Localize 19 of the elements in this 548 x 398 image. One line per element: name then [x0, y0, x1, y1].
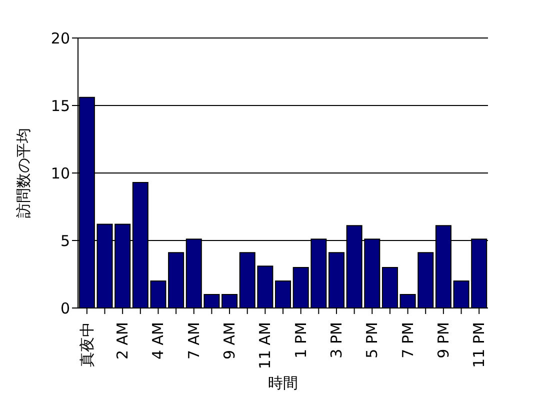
x-tick-label: 9 PM — [434, 322, 452, 358]
y-tick-label: 5 — [60, 232, 70, 250]
x-tick-label: 1 PM — [292, 322, 310, 358]
y-tick-label: 10 — [50, 164, 70, 182]
x-tick-label: 3 PM — [327, 322, 346, 358]
y-tick-label: 0 — [60, 299, 70, 318]
x-tick-label: 7 PM — [398, 322, 417, 358]
y-tick-label: 20 — [50, 29, 70, 48]
y-axis-title: 訪問数の平均 — [14, 128, 32, 218]
x-tick-label: 9 AM — [220, 322, 239, 360]
x-tick-label: 5 PM — [363, 322, 382, 358]
x-tick-label: 11 AM — [256, 322, 274, 370]
x-tick-label: 真夜中 — [78, 322, 96, 367]
x-tick-label: 11 PM — [470, 322, 488, 368]
y-tick-label: 15 — [50, 96, 70, 115]
x-tick-label: 2 AM — [114, 322, 132, 360]
x-tick-label: 4 AM — [149, 322, 168, 360]
x-axis-title: 時間 — [268, 374, 298, 392]
x-tick-label: 7 AM — [184, 322, 203, 360]
